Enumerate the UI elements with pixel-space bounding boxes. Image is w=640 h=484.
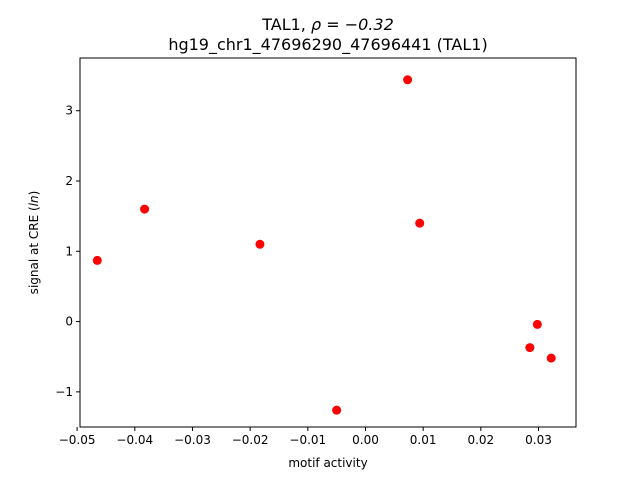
x-axis-label: motif activity <box>288 456 367 470</box>
data-point <box>403 75 413 85</box>
x-tick-label: −0.04 <box>116 433 153 447</box>
x-tick-label: 0.00 <box>352 433 379 447</box>
data-point <box>92 255 102 265</box>
data-point <box>532 319 542 329</box>
data-points <box>92 75 556 415</box>
x-tick-label: −0.01 <box>289 433 326 447</box>
y-axis-label-prefix: signal at CRE ( <box>27 206 41 294</box>
x-tick-label: −0.03 <box>174 433 211 447</box>
x-tick-label: 0.02 <box>467 433 494 447</box>
data-point <box>546 353 556 363</box>
y-axis-label-italic: ln <box>27 195 41 206</box>
title-correlation: ρ = −0.32 <box>311 15 394 34</box>
chart-title-line2: hg19_chr1_47696290_47696441 (TAL1) <box>168 35 487 55</box>
data-point <box>415 218 425 228</box>
y-tick-label: 1 <box>65 244 73 258</box>
data-point <box>332 405 342 415</box>
chart-title-line1: TAL1, ρ = −0.32 <box>261 15 394 34</box>
y-axis-label-suffix: ) <box>27 191 41 196</box>
plot-frame <box>79 57 577 428</box>
y-tick-label: 3 <box>65 104 73 118</box>
data-point <box>140 204 150 214</box>
data-point <box>525 343 535 353</box>
x-tick-label: −0.05 <box>59 433 96 447</box>
title-gene: TAL1, <box>261 15 311 34</box>
y-tick-label: 2 <box>65 174 73 188</box>
x-tick-label: −0.02 <box>232 433 269 447</box>
x-tick-label: 0.01 <box>410 433 437 447</box>
y-axis-label: signal at CRE (ln) <box>27 191 41 295</box>
x-tick-label: 0.03 <box>525 433 552 447</box>
y-tick-label: −1 <box>55 385 73 399</box>
y-tick-label: 0 <box>65 315 73 329</box>
data-point <box>255 239 265 249</box>
x-axis-ticks: −0.05 −0.04 −0.03 −0.02 −0.01 0.00 0.01 0.02 0.0… <box>59 427 552 447</box>
y-axis-ticks: −1 0 1 2 3 <box>55 104 80 399</box>
